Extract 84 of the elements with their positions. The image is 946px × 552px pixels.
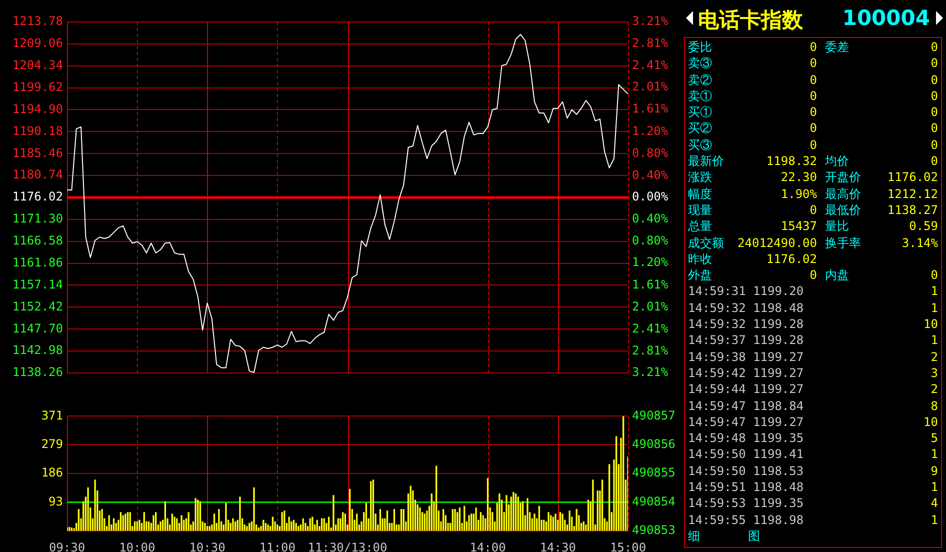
y2-tick-label: 490853 [632, 523, 676, 538]
x-tick-label: 10:00 [119, 540, 156, 552]
y2-tick-label: 490854 [632, 494, 676, 508]
y2-tick-label: 490856 [632, 437, 676, 452]
text: 成交额 24012490.00 换手率 3.14% [688, 236, 938, 250]
x-tick-label: 11:30/13:00 [308, 540, 388, 552]
text: 14:59:32 1199.28 10 [688, 317, 938, 332]
text: 细 图 [688, 528, 760, 543]
y2-tick-label: 0.00% [632, 190, 669, 204]
text: 昨收 1176.02 [688, 252, 817, 266]
y-tick-label: 186 [41, 466, 63, 480]
y2-tick-label: 0.40% [632, 168, 669, 182]
text: 外盘 0 内盘 0 [688, 268, 938, 282]
text: 14:59:53 1199.35 4 [688, 496, 938, 510]
y2-tick-label: 2.01% [632, 80, 669, 94]
text: 电话卡指数 [698, 7, 803, 34]
y2-tick-label: 3.21% [632, 14, 669, 28]
y-tick-label: 1204.34 [12, 58, 63, 72]
y-tick-label: 1152.42 [12, 299, 63, 314]
y-tick-label: 1194.90 [12, 102, 63, 116]
y-tick-label: 93 [48, 494, 63, 508]
text: 14:59:48 1199.35 5 [688, 431, 938, 446]
text: 14:59:47 1198.84 8 [688, 398, 938, 413]
y-tick-label: 1142.98 [12, 343, 63, 358]
text: 14:59:50 1199.41 1 [688, 447, 938, 462]
y2-tick-label: 1.61% [632, 102, 669, 116]
text: 现量 0 最低价 1138.27 [688, 202, 938, 217]
text: 14:59:31 1199.20 1 [688, 284, 938, 298]
y2-tick-label: 490855 [632, 466, 676, 480]
y-tick-label: 1185.46 [12, 146, 63, 160]
text: 卖③ 0 0 [688, 56, 938, 70]
y2-tick-label: 2.01% [632, 300, 669, 314]
y2-tick-label: 0.80% [632, 233, 669, 248]
y2-tick-label: 0.40% [632, 211, 669, 226]
y2-tick-label: 490857 [632, 408, 676, 422]
y-tick-label: 1166.58 [12, 234, 63, 248]
text: 卖② 0 0 [688, 72, 938, 87]
y-tick-label: 1180.74 [12, 168, 63, 182]
y-tick-label: 1147.70 [12, 321, 63, 336]
x-tick-label: 09:30 [48, 540, 86, 552]
y-tick-label: 1138.26 [12, 365, 63, 380]
y2-tick-label: 2.81% [632, 36, 669, 50]
text: 幅度 1.90% 最高价 1212.12 [688, 186, 938, 201]
y-tick-label: 1213.78 [12, 14, 63, 28]
y-tick-label: 1161.86 [12, 255, 63, 270]
x-tick-label: 14:30 [540, 540, 576, 552]
x-tick-label: 15:00 [610, 540, 646, 552]
text: 14:59:55 1198.98 1 [688, 512, 938, 527]
y2-tick-label: 1.61% [632, 278, 669, 292]
text: 14:59:42 1199.27 3 [688, 366, 938, 380]
y-tick-label: 1157.14 [12, 277, 63, 292]
x-tick-label: 14:00 [470, 540, 506, 552]
text: 最新价 1198.32 均价 0 [688, 154, 938, 168]
y-tick-label: 279 [41, 436, 63, 451]
text: 委比 0 委差 0 [688, 40, 938, 54]
y2-tick-label: 3.21% [632, 365, 669, 380]
text: 总量 15437 量比 0.59 [688, 219, 938, 234]
y2-tick-label: 0.80% [632, 146, 669, 160]
text: 14:59:38 1199.27 2 [688, 350, 938, 364]
text: 14:59:47 1199.27 10 [688, 414, 938, 429]
y-tick-label: 1171.30 [12, 212, 63, 226]
y-tick-label: 371 [41, 408, 63, 422]
text: 100004 [842, 6, 930, 30]
y-tick-label: 1209.06 [12, 36, 63, 50]
y2-tick-label: 2.41% [632, 58, 669, 72]
text: 14:59:51 1198.48 1 [688, 480, 938, 494]
y2-tick-label: 1.20% [632, 124, 669, 138]
text: 14:59:44 1199.27 2 [688, 382, 938, 396]
text: 涨跌 22.30 开盘价 1176.02 [688, 170, 938, 184]
text: 买① 0 0 [688, 105, 938, 120]
y-tick-label: 1176.02 [12, 190, 63, 204]
text: 14:59:50 1198.53 9 [688, 464, 938, 478]
text: 14:59:37 1199.28 1 [688, 333, 938, 348]
y-tick-label: 1199.62 [12, 80, 63, 94]
text: 买③ 0 0 [688, 138, 938, 152]
text: 卖① 0 0 [688, 88, 938, 103]
text: 14:59:32 1198.48 1 [688, 300, 938, 315]
text: 买② 0 0 [688, 121, 938, 136]
x-tick-label: 11:00 [259, 540, 296, 552]
y2-tick-label: 2.41% [632, 321, 669, 336]
x-tick-label: 10:30 [189, 540, 226, 552]
y-tick-label: 1190.18 [12, 124, 63, 138]
y2-tick-label: 1.20% [632, 255, 669, 270]
y2-tick-label: 2.81% [632, 343, 669, 358]
